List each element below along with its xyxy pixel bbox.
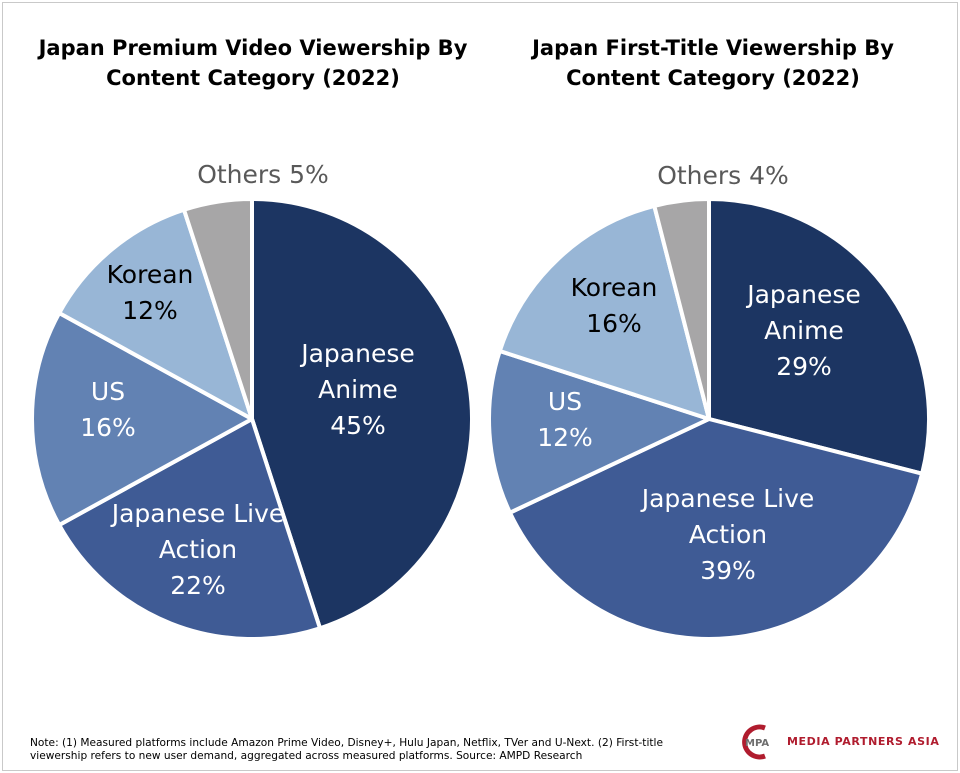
pie-label-premium-2: US 16% [80,377,136,442]
mpa-logo-mark: MPA [742,724,769,760]
pie-label-line-first-title-3-1: 16% [586,309,642,338]
pie-label-premium-3: Korean 12% [107,260,194,325]
pie-label-line-first-title-4-0: Others 4% [657,161,789,190]
pie-slice-premium-1 [57,417,322,641]
pie-label-first-title-0: Japanese Anime 29% [745,280,861,381]
pie-label-first-title-1: Japanese Live Action 39% [640,484,815,585]
pie-label-line-premium-0-0: Japanese [299,339,415,368]
pie-label-line-first-title-0-1: Anime [764,316,844,345]
pie-label-line-premium-2-0: US [91,377,125,406]
media-partners-asia-logo: MPA MEDIA PARTNERS ASIA [735,722,945,762]
pie-label-line-premium-0-1: Anime [318,375,398,404]
pie-label-line-premium-4-0: Others 5% [197,160,329,189]
pie-label-line-premium-0-2: 45% [330,411,386,440]
pie-label-first-title-4: Others 4% [657,161,789,190]
pie-label-line-first-title-0-2: 29% [776,352,832,381]
pie-label-line-premium-3-0: Korean [107,260,194,289]
pie-label-line-premium-1-2: 22% [170,571,226,600]
pie-label-line-premium-1-0: Japanese Live [110,499,285,528]
pie-slice-premium-3 [57,207,254,421]
pie-slice-first-title-0 [707,197,931,476]
pie-label-premium-1: Japanese Live Action 22% [110,499,285,600]
footnote: Note: (1) Measured platforms include Ama… [30,737,664,762]
pie-label-line-first-title-0-0: Japanese [745,280,861,309]
pie-slice-premium-4 [182,197,254,421]
pie-label-first-title-2: US 12% [537,387,593,452]
logo-monogram: MPA [745,738,769,749]
pie-label-premium-4: Others 5% [197,160,329,189]
pie-slice-first-title-2 [487,349,711,515]
pie-slice-first-title-1 [507,417,925,641]
chart-title-first-title: Japan First-Title Viewership By Content … [532,36,894,90]
chart-title-premium-video: Japan Premium Video Viewership By Conten… [38,36,468,90]
pie-slice-first-title-4 [652,197,711,421]
pie-label-line-premium-3-1: 12% [122,296,178,325]
pie-label-premium-0: Japanese Anime 45% [299,339,415,440]
pie-label-line-first-title-2-0: US [548,387,582,416]
pie-label-line-first-title-1-0: Japanese Live [640,484,815,513]
pie-label-line-first-title-3-0: Korean [571,273,658,302]
pie-label-line-premium-2-1: 16% [80,413,136,442]
pie-label-line-premium-1-1: Action [159,535,237,564]
pie-slice-premium-0 [250,197,474,631]
pie-label-first-title-3: Korean 16% [571,273,658,338]
logo-wordmark: MEDIA PARTNERS ASIA [787,735,940,748]
pie-slice-first-title-3 [497,203,711,421]
pie-slice-premium-2 [30,311,254,527]
pie-label-line-first-title-2-1: 12% [537,423,593,452]
pie-label-line-first-title-1-1: Action [689,520,767,549]
pie-label-line-first-title-1-2: 39% [700,556,756,585]
